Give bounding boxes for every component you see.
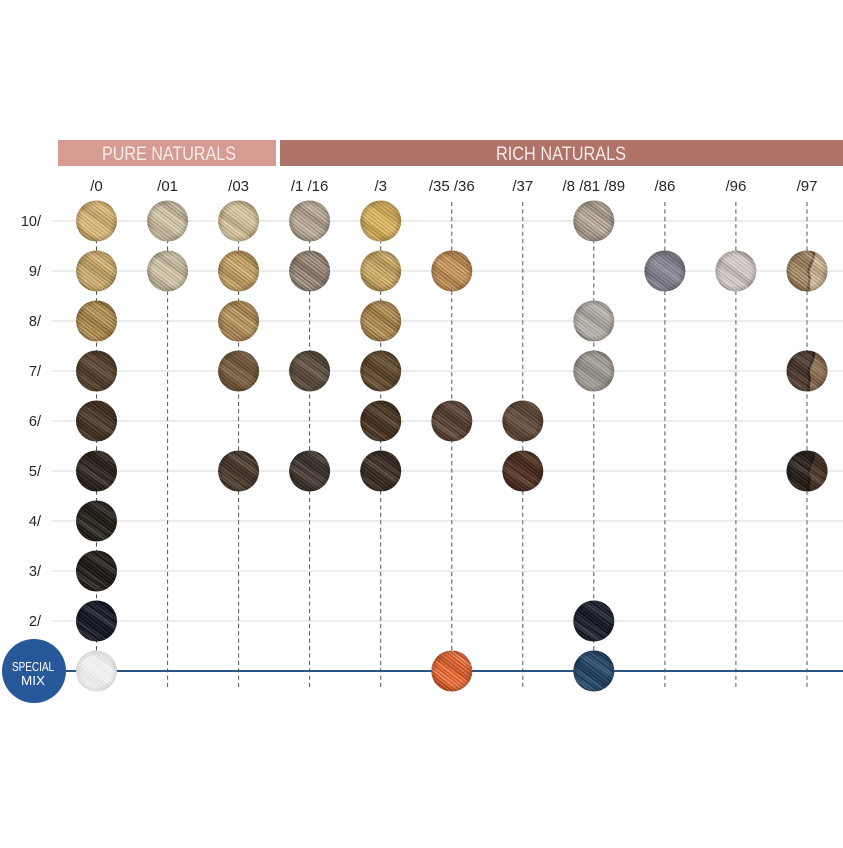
svg-text:/01: /01	[157, 178, 178, 195]
svg-text:/97: /97	[797, 178, 818, 195]
svg-text:4/: 4/	[29, 514, 42, 530]
svg-text:8/: 8/	[29, 314, 42, 330]
svg-text:5/: 5/	[29, 464, 42, 480]
svg-text:/96: /96	[725, 178, 746, 195]
svg-text:/86: /86	[654, 178, 675, 195]
svg-text:/0: /0	[90, 178, 103, 195]
svg-text:6/: 6/	[29, 414, 42, 430]
svg-text:/37: /37	[512, 178, 533, 195]
svg-text:10/: 10/	[21, 214, 42, 230]
svg-text:/8 /81 /89: /8 /81 /89	[563, 178, 626, 195]
svg-text:/3: /3	[374, 178, 387, 195]
svg-text:2/: 2/	[29, 614, 42, 630]
svg-text:3/: 3/	[29, 564, 42, 580]
svg-text:SPECIAL: SPECIAL	[12, 660, 54, 674]
svg-text:9/: 9/	[29, 264, 42, 280]
svg-text:MIX: MIX	[21, 674, 46, 688]
svg-text:RICH NATURALS: RICH NATURALS	[496, 144, 626, 165]
svg-text:/1 /16: /1 /16	[291, 178, 329, 195]
svg-text:7/: 7/	[29, 364, 42, 380]
svg-text:/35 /36: /35 /36	[429, 178, 475, 195]
svg-text:/03: /03	[228, 178, 249, 195]
svg-text:PURE NATURALS: PURE NATURALS	[102, 144, 236, 165]
